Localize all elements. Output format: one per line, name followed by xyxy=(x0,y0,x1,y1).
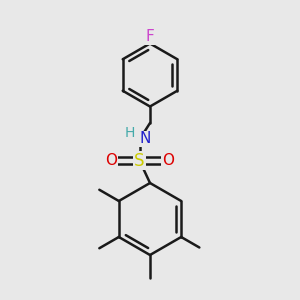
Text: F: F xyxy=(146,29,154,44)
Text: O: O xyxy=(162,153,174,168)
Text: N: N xyxy=(139,131,151,146)
Text: S: S xyxy=(134,152,145,169)
Text: H: H xyxy=(125,127,135,140)
Text: O: O xyxy=(105,153,117,168)
